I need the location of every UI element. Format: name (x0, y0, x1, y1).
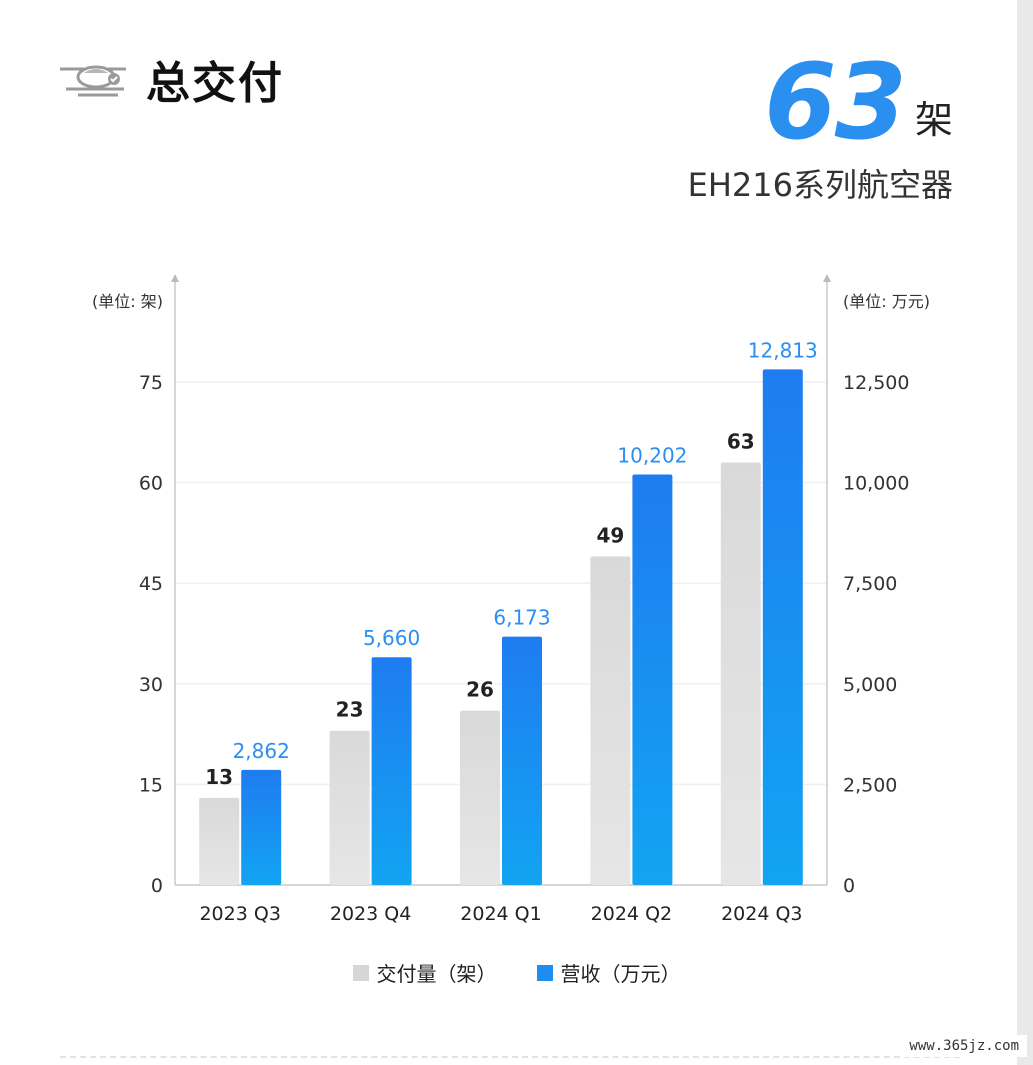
stat-value: 63 (764, 41, 907, 163)
bar-revenue (762, 369, 803, 885)
legend-swatch-blue (536, 964, 553, 981)
data-label-deliveries: 49 (596, 523, 624, 547)
right-edge (1017, 0, 1033, 1065)
aircraft-logo-icon (60, 65, 126, 97)
right-axis-unit: (单位: 万元) (843, 292, 930, 311)
legend-item-deliveries: 交付量（架） (352, 958, 497, 987)
stat-subtitle: EH216系列航空器 (687, 166, 953, 204)
left-tick-label: 45 (139, 573, 163, 595)
right-tick-label: 2,500 (843, 774, 897, 796)
bar-revenue (241, 769, 282, 885)
left-axis-arrow-icon (171, 274, 179, 282)
bar-revenue (371, 657, 412, 885)
x-tick-label: 2024 Q1 (460, 903, 541, 925)
data-label-revenue: 6,173 (493, 606, 550, 630)
legend-label-revenue: 营收（万元） (560, 962, 681, 986)
right-tick-label: 0 (843, 875, 855, 897)
legend-label-deliveries: 交付量（架） (376, 962, 497, 986)
x-tick-label: 2023 Q4 (330, 903, 411, 925)
header: 总交付 (58, 44, 284, 114)
data-label-deliveries: 13 (205, 765, 233, 789)
right-tick-label: 7,500 (843, 573, 897, 595)
bar-deliveries (329, 730, 370, 885)
x-tick-label: 2024 Q3 (721, 903, 802, 925)
data-label-revenue: 10,202 (617, 443, 687, 467)
stat-unit: 架 (914, 98, 953, 142)
left-tick-label: 30 (139, 674, 163, 696)
total-delivery-stat: 63 架 (764, 50, 953, 154)
data-label-deliveries: 63 (727, 429, 755, 453)
page-title: 总交付 (146, 58, 284, 109)
x-tick-label: 2024 Q2 (591, 903, 672, 925)
left-axis-unit: (单位: 架) (92, 292, 163, 311)
legend-item-revenue: 营收（万元） (536, 958, 681, 987)
left-tick-label: 75 (139, 372, 163, 394)
data-label-revenue: 12,813 (748, 338, 818, 362)
data-label-deliveries: 26 (466, 678, 494, 702)
left-tick-label: 60 (139, 473, 163, 495)
left-tick-label: 0 (151, 875, 163, 897)
bar-revenue (502, 636, 542, 885)
data-label-deliveries: 23 (336, 698, 364, 722)
right-tick-label: 12,500 (843, 372, 909, 394)
bar-deliveries (460, 710, 500, 885)
chart-legend: 交付量（架） 营收（万元） (0, 958, 1033, 987)
right-tick-label: 10,000 (843, 473, 909, 495)
legend-swatch-gray (352, 964, 369, 981)
watermark: www.365jz.com (901, 1035, 1027, 1057)
bar-deliveries (720, 462, 761, 885)
bar-deliveries (590, 556, 631, 885)
bar-revenue (632, 474, 673, 885)
bar-deliveries (199, 797, 240, 885)
data-label-revenue: 2,862 (233, 739, 290, 763)
left-tick-label: 15 (139, 774, 163, 796)
right-axis-arrow-icon (823, 274, 831, 282)
bottom-divider (60, 1056, 960, 1058)
right-tick-label: 5,000 (843, 674, 897, 696)
x-tick-label: 2023 Q3 (199, 903, 280, 925)
data-label-revenue: 5,660 (363, 626, 420, 650)
